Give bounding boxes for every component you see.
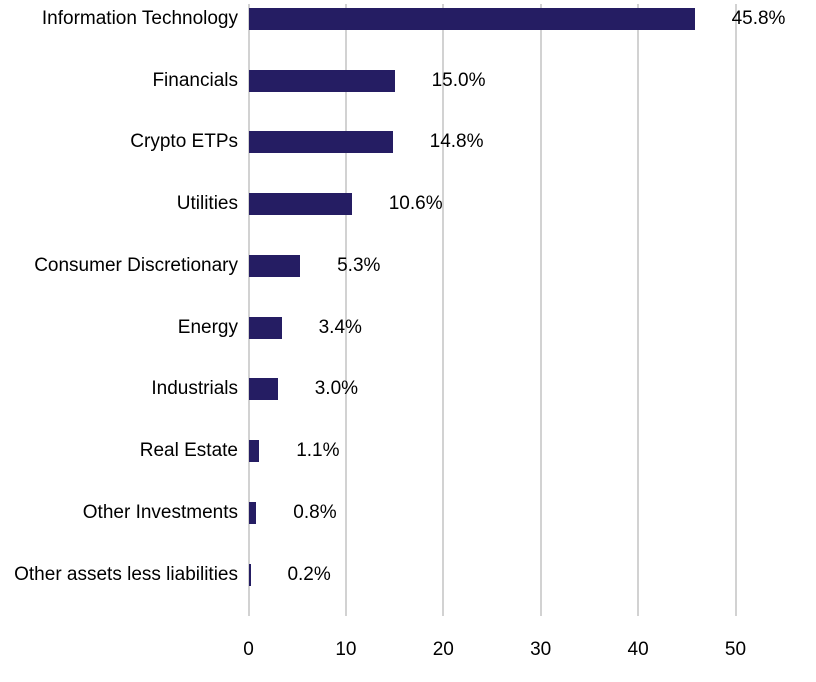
category-label: Consumer Discretionary [34, 254, 238, 276]
bar [248, 440, 260, 463]
category-label: Financials [152, 69, 238, 91]
bar [248, 501, 257, 524]
value-label: 15.0% [431, 69, 486, 91]
category-label: Other Investments [82, 501, 238, 523]
category-label: Real Estate [139, 440, 238, 462]
category-label: Information Technology [41, 7, 238, 29]
x-axis-tick-label: 50 [724, 639, 747, 660]
bar [248, 193, 352, 216]
bar [248, 69, 395, 92]
bar [248, 7, 695, 30]
value-label: 14.8% [429, 131, 484, 153]
value-label: 45.8% [731, 7, 786, 29]
gridline [734, 4, 737, 616]
x-axis-tick-label: 20 [432, 639, 454, 660]
category-label: Other assets less liabilities [14, 563, 238, 585]
x-axis-tick-label: 0 [243, 639, 254, 660]
bar [248, 316, 282, 339]
bar [248, 563, 251, 586]
value-label: 3.0% [314, 378, 359, 400]
bar [248, 254, 301, 277]
x-axis-tick-label: 40 [627, 639, 649, 660]
category-label: Energy [177, 316, 238, 338]
value-label: 3.4% [318, 316, 362, 338]
bar [248, 131, 393, 154]
gridline [539, 4, 542, 616]
bar [248, 378, 278, 401]
value-label: 10.6% [388, 193, 443, 215]
gridline [247, 4, 250, 616]
category-label: Industrials [151, 378, 238, 400]
gridline [442, 4, 445, 616]
category-label: Utilities [176, 193, 238, 215]
value-label: 5.3% [337, 254, 381, 276]
category-label: Crypto ETPs [130, 131, 238, 153]
value-label: 0.8% [293, 501, 337, 523]
value-label: 0.2% [287, 563, 331, 585]
x-axis-tick-label: 30 [530, 639, 552, 660]
gridline [344, 4, 347, 616]
x-axis-tick-label: 10 [335, 639, 357, 660]
value-label: 1.1% [296, 440, 340, 462]
gridline [637, 4, 640, 616]
